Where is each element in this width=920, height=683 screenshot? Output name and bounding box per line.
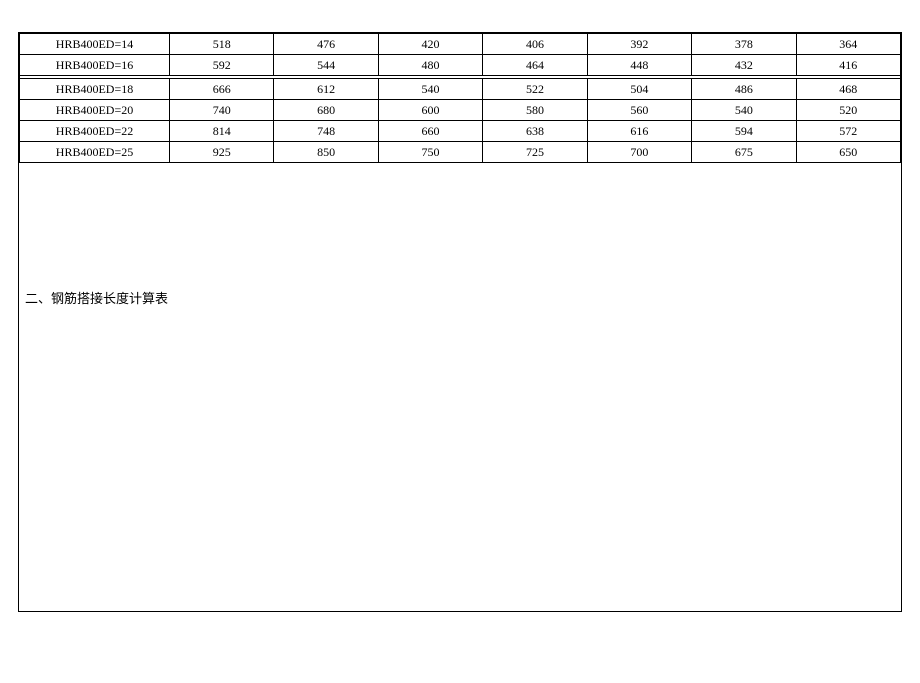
cell-value: 612 [274,79,378,100]
table-row: HRB400ED=18666612540522504486468 [20,79,901,100]
cell-value: 464 [483,55,587,76]
cell-value: 600 [378,100,482,121]
row-label: HRB400ED=16 [20,55,170,76]
cell-value: 416 [796,55,900,76]
row-label: HRB400ED=22 [20,121,170,142]
cell-value: 740 [170,100,274,121]
cell-value: 814 [170,121,274,142]
cell-value: 675 [692,142,796,163]
cell-value: 748 [274,121,378,142]
cell-value: 850 [274,142,378,163]
cell-value: 638 [483,121,587,142]
table-row: HRB400ED=14518476420406392378364 [20,34,901,55]
table-row: HRB400ED=16592544480464448432416 [20,55,901,76]
cell-value: 364 [796,34,900,55]
cell-value: 378 [692,34,796,55]
cell-value: 750 [378,142,482,163]
cell-value: 480 [378,55,482,76]
section-title: 二、钢筋搭接长度计算表 [25,288,168,307]
cell-value: 392 [587,34,691,55]
cell-value: 616 [587,121,691,142]
cell-value: 666 [170,79,274,100]
cell-value: 504 [587,79,691,100]
cell-value: 592 [170,55,274,76]
table-row: HRB400ED=25925850750725700675650 [20,142,901,163]
cell-value: 725 [483,142,587,163]
table-row: HRB400ED=20740680600580560540520 [20,100,901,121]
data-table: HRB400ED=14518476420406392378364HRB400ED… [19,33,901,163]
cell-value: 476 [274,34,378,55]
cell-value: 518 [170,34,274,55]
cell-value: 406 [483,34,587,55]
cell-value: 580 [483,100,587,121]
cell-value: 448 [587,55,691,76]
cell-value: 486 [692,79,796,100]
cell-value: 420 [378,34,482,55]
cell-value: 540 [692,100,796,121]
row-label: HRB400ED=25 [20,142,170,163]
cell-value: 520 [796,100,900,121]
cell-value: 522 [483,79,587,100]
page-frame: HRB400ED=14518476420406392378364HRB400ED… [18,32,902,612]
cell-value: 925 [170,142,274,163]
table-row: HRB400ED=22814748660638616594572 [20,121,901,142]
cell-value: 594 [692,121,796,142]
row-label: HRB400ED=14 [20,34,170,55]
cell-value: 544 [274,55,378,76]
cell-value: 432 [692,55,796,76]
cell-value: 650 [796,142,900,163]
row-label: HRB400ED=20 [20,100,170,121]
cell-value: 680 [274,100,378,121]
cell-value: 468 [796,79,900,100]
cell-value: 560 [587,100,691,121]
cell-value: 660 [378,121,482,142]
cell-value: 540 [378,79,482,100]
cell-value: 572 [796,121,900,142]
cell-value: 700 [587,142,691,163]
row-label: HRB400ED=18 [20,79,170,100]
